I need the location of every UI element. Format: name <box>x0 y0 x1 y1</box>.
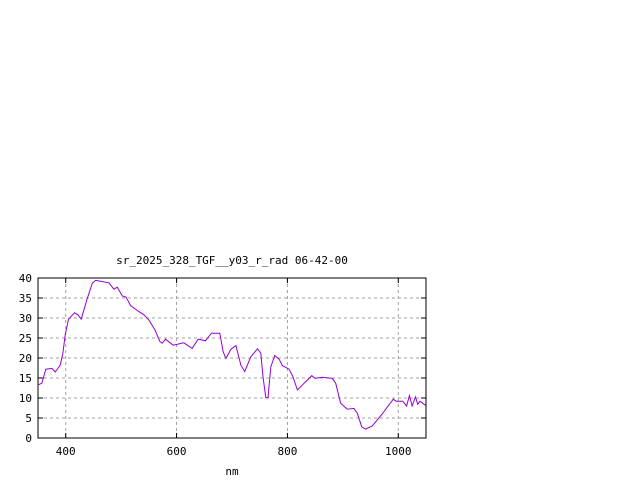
x-axis-label: nm <box>225 465 239 478</box>
x-tick-label: 400 <box>56 445 76 458</box>
y-tick-label: 35 <box>19 292 32 305</box>
chart-title: sr_2025_328_TGF__y03_r_rad 06-42-00 <box>116 254 348 267</box>
series-line <box>37 279 426 430</box>
y-tick-label: 40 <box>19 272 32 285</box>
ticks: 0 5 10 15 20 25 30 35 40 400 600 800 1000 <box>19 272 426 458</box>
y-tick-label: 15 <box>19 372 32 385</box>
x-tick-label: 800 <box>277 445 297 458</box>
plot-border <box>37 277 427 439</box>
y-tick-label: 5 <box>25 412 32 425</box>
y-tick-label: 25 <box>19 332 32 345</box>
y-tick-label: 30 <box>19 312 32 325</box>
y-tick-label: 20 <box>19 352 32 365</box>
x-tick-label: 600 <box>167 445 187 458</box>
y-tick-label: 0 <box>25 432 32 445</box>
grid <box>38 278 426 438</box>
y-tick-label: 10 <box>19 392 32 405</box>
x-tick-label: 1000 <box>385 445 412 458</box>
